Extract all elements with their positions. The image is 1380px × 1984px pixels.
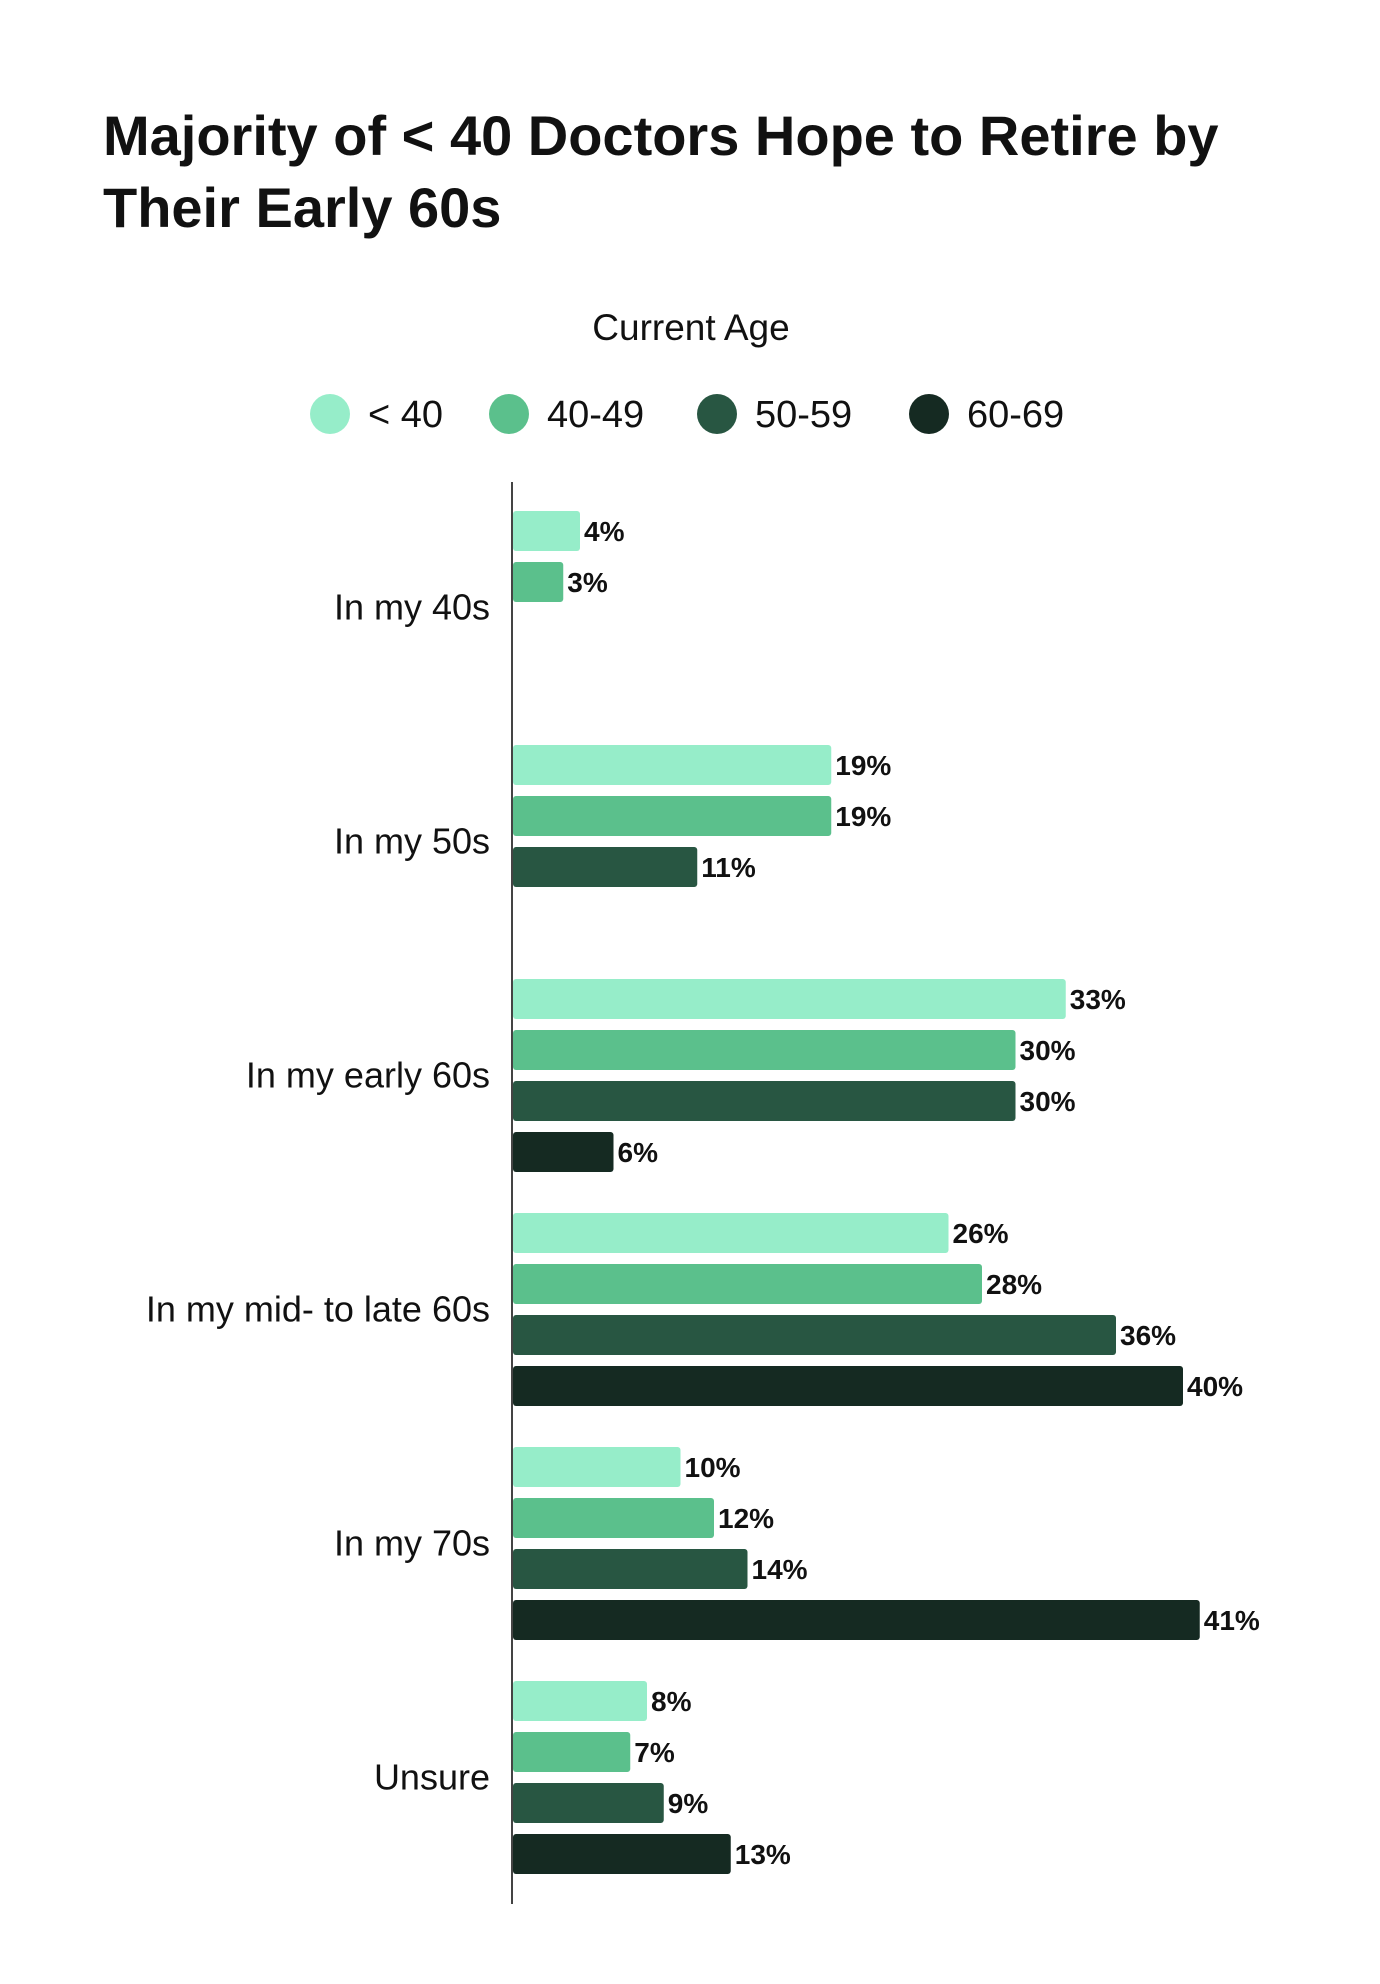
data-label: 30% (1020, 1035, 1076, 1066)
bar (513, 1732, 631, 1772)
bar (513, 562, 564, 602)
bar (513, 1783, 664, 1823)
data-label: 6% (618, 1137, 659, 1168)
legend-swatch (310, 394, 350, 434)
data-label: 30% (1020, 1086, 1076, 1117)
legend-label: 60-69 (967, 394, 1064, 436)
bar (513, 511, 580, 551)
data-label: 11% (701, 852, 756, 883)
bar (513, 1681, 647, 1721)
data-label: 19% (835, 750, 891, 781)
data-label: 10% (685, 1452, 741, 1483)
bar (513, 1213, 949, 1253)
data-label: 12% (718, 1503, 774, 1534)
data-label: 36% (1120, 1320, 1176, 1351)
data-label: 19% (835, 801, 891, 832)
bar (513, 1600, 1200, 1640)
data-label: 7% (634, 1737, 675, 1768)
bar (513, 796, 832, 836)
category-label: In my 50s (334, 821, 490, 862)
data-label: 4% (584, 516, 625, 547)
legend-label: < 40 (368, 394, 443, 436)
category-label: In my early 60s (246, 1055, 490, 1096)
legend-label: 50-59 (755, 394, 852, 436)
data-label: 33% (1070, 984, 1126, 1015)
bar (513, 1315, 1116, 1355)
category-label: Unsure (374, 1757, 490, 1798)
category-label: In my 70s (334, 1523, 490, 1564)
chart-title: Majority of < 40 Doctors Hope to Retire … (103, 104, 1219, 239)
bar (513, 1834, 731, 1874)
bar (513, 847, 698, 887)
bar (513, 1081, 1016, 1121)
data-label: 26% (953, 1218, 1009, 1249)
legend-swatch (697, 394, 737, 434)
data-label: 3% (567, 567, 608, 598)
bar (513, 1549, 748, 1589)
data-label: 28% (986, 1269, 1042, 1300)
category-label: In my 40s (334, 587, 490, 628)
data-label: 40% (1187, 1371, 1243, 1402)
bar (513, 745, 832, 785)
bar (513, 1447, 681, 1487)
bar (513, 1132, 614, 1172)
data-label: 41% (1204, 1605, 1260, 1636)
data-label: 9% (668, 1788, 709, 1819)
bar (513, 1366, 1183, 1406)
legend-swatch (489, 394, 529, 434)
bar (513, 1030, 1016, 1070)
legend-swatch (909, 394, 949, 434)
legend-label: 40-49 (547, 394, 644, 436)
bar (513, 979, 1066, 1019)
data-label: 13% (735, 1839, 791, 1870)
bar (513, 1264, 982, 1304)
category-label: In my mid- to late 60s (146, 1289, 490, 1330)
legend-title: Current Age (592, 307, 789, 348)
data-label: 14% (752, 1554, 808, 1585)
data-label: 8% (651, 1686, 692, 1717)
bar (513, 1498, 714, 1538)
